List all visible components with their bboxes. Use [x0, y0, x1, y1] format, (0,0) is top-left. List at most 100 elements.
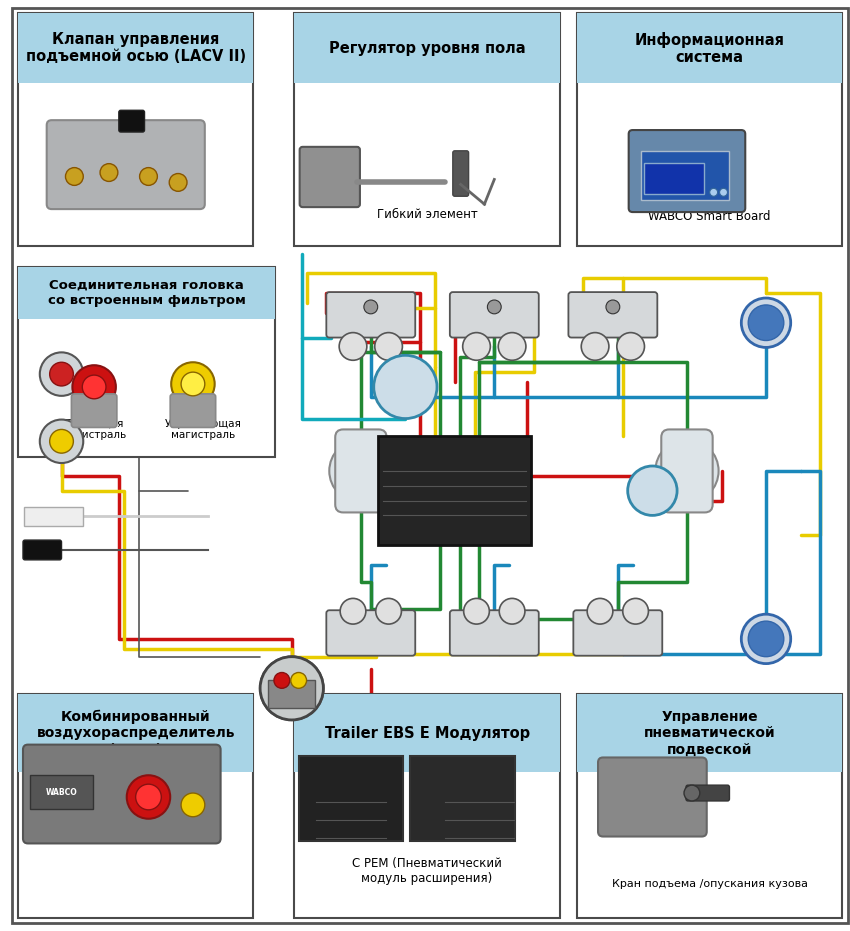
FancyBboxPatch shape: [170, 394, 216, 427]
FancyBboxPatch shape: [47, 120, 205, 209]
Text: С РЕМ (Пневматический
модуль расширения): С РЕМ (Пневматический модуль расширения): [352, 857, 502, 885]
FancyBboxPatch shape: [661, 429, 712, 512]
FancyBboxPatch shape: [450, 292, 539, 338]
Text: Регулятор уровня пола: Регулятор уровня пола: [329, 41, 525, 56]
Circle shape: [499, 599, 525, 624]
FancyBboxPatch shape: [24, 506, 83, 526]
Circle shape: [627, 466, 677, 516]
FancyBboxPatch shape: [574, 610, 662, 655]
Circle shape: [587, 599, 613, 624]
FancyBboxPatch shape: [300, 147, 360, 207]
Circle shape: [65, 168, 83, 185]
Circle shape: [100, 164, 118, 182]
Circle shape: [375, 332, 402, 360]
Circle shape: [329, 439, 393, 503]
FancyBboxPatch shape: [294, 695, 560, 918]
FancyBboxPatch shape: [335, 429, 387, 512]
FancyBboxPatch shape: [294, 13, 560, 246]
FancyBboxPatch shape: [641, 151, 729, 200]
Circle shape: [617, 332, 644, 360]
FancyBboxPatch shape: [450, 610, 539, 655]
Circle shape: [49, 429, 73, 453]
FancyBboxPatch shape: [577, 13, 842, 83]
FancyBboxPatch shape: [23, 540, 61, 560]
FancyBboxPatch shape: [644, 163, 704, 195]
Circle shape: [487, 300, 501, 314]
FancyBboxPatch shape: [298, 757, 404, 842]
Circle shape: [49, 362, 73, 386]
FancyBboxPatch shape: [18, 695, 253, 918]
FancyBboxPatch shape: [577, 695, 842, 773]
Circle shape: [748, 305, 784, 341]
Circle shape: [376, 599, 401, 624]
Circle shape: [139, 168, 157, 185]
FancyBboxPatch shape: [18, 13, 253, 83]
Circle shape: [260, 656, 323, 720]
Circle shape: [463, 599, 490, 624]
Circle shape: [364, 300, 377, 314]
Text: Trailer EBS E Модулятор: Trailer EBS E Модулятор: [325, 726, 530, 741]
Circle shape: [498, 332, 526, 360]
FancyBboxPatch shape: [30, 776, 94, 809]
Text: Кран подъема /опускания кузова: Кран подъема /опускания кузова: [612, 879, 808, 889]
Text: Соединительная головка
со встроенным фильтром: Соединительная головка со встроенным фил…: [48, 279, 246, 307]
Circle shape: [606, 300, 620, 314]
FancyBboxPatch shape: [577, 695, 842, 918]
Circle shape: [741, 298, 791, 347]
FancyBboxPatch shape: [577, 13, 842, 246]
Circle shape: [169, 173, 187, 191]
FancyBboxPatch shape: [18, 13, 253, 246]
Text: Гибкий элемент: Гибкий элемент: [377, 208, 478, 221]
FancyBboxPatch shape: [18, 267, 275, 318]
FancyBboxPatch shape: [294, 695, 560, 773]
Text: Управление
пневматической
подвеской: Управление пневматической подвеской: [644, 710, 775, 757]
Circle shape: [72, 365, 116, 409]
Circle shape: [340, 599, 366, 624]
FancyBboxPatch shape: [569, 292, 657, 338]
FancyBboxPatch shape: [686, 785, 729, 801]
Circle shape: [720, 188, 728, 196]
Text: Информационная
система: Информационная система: [635, 32, 785, 65]
Circle shape: [127, 776, 170, 818]
Circle shape: [260, 656, 323, 720]
Text: WABCO Smart Board: WABCO Smart Board: [649, 209, 771, 223]
FancyBboxPatch shape: [629, 130, 745, 212]
Circle shape: [748, 621, 784, 656]
Circle shape: [40, 352, 83, 396]
Circle shape: [40, 420, 83, 463]
Circle shape: [136, 784, 162, 810]
Text: Питающая
магистраль: Питающая магистраль: [62, 419, 127, 440]
Circle shape: [181, 372, 205, 396]
Text: Клапан управления
подъемной осью (LACV II): Клапан управления подъемной осью (LACV I…: [26, 32, 246, 64]
Circle shape: [655, 439, 718, 503]
Text: WABCO: WABCO: [46, 788, 77, 797]
Text: Комбинированный
воздухораспределитель
(PREV): Комбинированный воздухораспределитель (P…: [37, 710, 235, 757]
Circle shape: [710, 188, 717, 196]
FancyBboxPatch shape: [119, 110, 144, 132]
FancyBboxPatch shape: [71, 394, 116, 427]
FancyBboxPatch shape: [18, 267, 275, 457]
FancyBboxPatch shape: [18, 695, 253, 773]
Circle shape: [581, 332, 609, 360]
Circle shape: [181, 793, 205, 816]
FancyBboxPatch shape: [326, 610, 416, 655]
Circle shape: [623, 599, 649, 624]
FancyBboxPatch shape: [453, 151, 468, 196]
Circle shape: [82, 375, 106, 398]
FancyBboxPatch shape: [23, 745, 221, 843]
FancyBboxPatch shape: [411, 757, 515, 842]
Circle shape: [684, 785, 700, 801]
Circle shape: [291, 672, 307, 688]
Circle shape: [274, 672, 290, 688]
Circle shape: [374, 356, 437, 419]
Circle shape: [171, 362, 215, 406]
Circle shape: [741, 614, 791, 664]
FancyBboxPatch shape: [294, 13, 560, 83]
Circle shape: [462, 332, 490, 360]
Text: Управляющая
магистраль: Управляющая магистраль: [164, 419, 241, 440]
Circle shape: [339, 332, 367, 360]
FancyBboxPatch shape: [268, 681, 315, 708]
FancyBboxPatch shape: [378, 437, 531, 545]
FancyBboxPatch shape: [326, 292, 416, 338]
FancyBboxPatch shape: [598, 758, 706, 837]
